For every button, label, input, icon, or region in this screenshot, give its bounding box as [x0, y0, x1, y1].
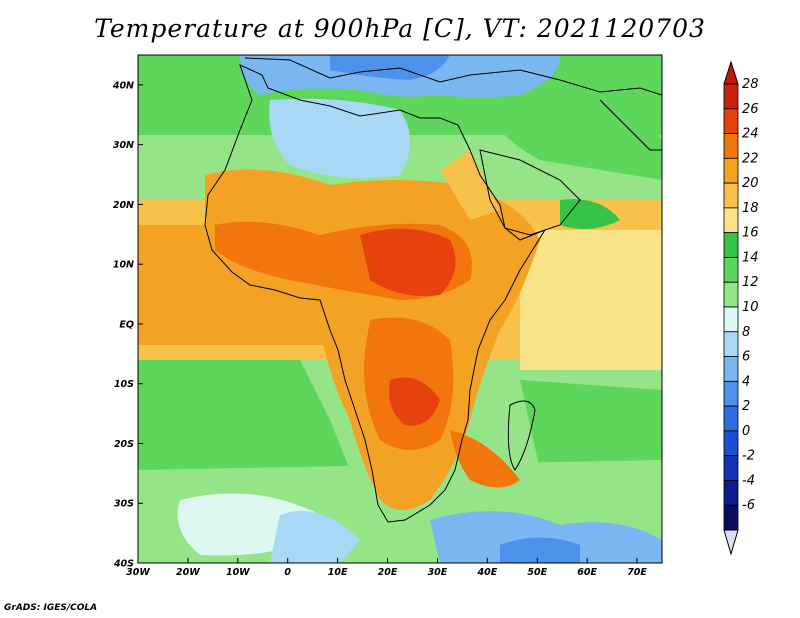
colorbar-label: -6: [742, 498, 755, 513]
middle-east-green: [480, 98, 662, 180]
colorbar-swatch: [723, 380, 739, 407]
zambia-hot-core: [389, 377, 440, 426]
x-tick-label: 30W: [126, 567, 150, 578]
south-atlantic-green: [138, 360, 350, 470]
x-tick-label: 70E: [627, 567, 647, 578]
colorbar-label: 8: [742, 325, 750, 340]
colorbar-label: 16: [742, 226, 759, 241]
colorbar-label: -4: [742, 473, 755, 488]
colorbar-label: 4: [742, 374, 750, 389]
colorbar-swatch: [723, 281, 739, 308]
colorbar-swatch: [723, 207, 739, 234]
y-tick-label: 30N: [113, 140, 134, 151]
madagascar-coastline: [507, 400, 536, 471]
x-tick-label: 0: [284, 567, 291, 578]
y-tick-label: 10S: [114, 379, 134, 390]
mozambique-channel-warm: [450, 430, 520, 488]
colorbar-swatch: [723, 430, 739, 457]
colorbar-under-arrow: [723, 529, 739, 556]
colorbar-label: 2: [742, 399, 750, 414]
y-tick-label: 20S: [114, 439, 134, 450]
y-axis: 40N 30N 20N 10N EQ 10S 20S 30S 40S: [112, 80, 143, 570]
colorbar-swatch: [723, 504, 739, 531]
x-axis: 30W 20W 10W 0 10E 20E 30E 40E 50E 60E 70E: [126, 558, 647, 578]
cold-patch-south: [270, 510, 360, 563]
arabia-coastline: [479, 149, 581, 236]
colorbar-swatch: [723, 257, 739, 283]
colorbar-label: -2: [742, 449, 755, 464]
coastlines: [204, 57, 662, 523]
colorbar-swatch: [723, 232, 739, 258]
colorbar-swatch: [723, 182, 739, 209]
colorbar-label: 28: [742, 77, 759, 92]
europe-coastline: [244, 57, 662, 96]
grads-credit: GrADS: IGES/COLA: [4, 603, 98, 613]
colorbar-label: 0: [742, 424, 750, 439]
colorbar-label: 6: [742, 350, 750, 365]
x-tick-label: 10W: [226, 567, 250, 578]
y-tick-label: EQ: [119, 319, 134, 330]
map-title: Temperature at 900hPa [C], VT: 202112070…: [94, 14, 706, 43]
y-tick-label: 40S: [113, 559, 134, 570]
colorbar-over-arrow: [723, 60, 739, 85]
x-tick-label: 50E: [527, 567, 547, 578]
x-tick-label: 30E: [428, 567, 448, 578]
cold-patch-southeast: [430, 511, 662, 563]
arabian-warm-area: [440, 150, 500, 220]
x-tick-label: 20W: [176, 567, 200, 578]
colorbar-label: 20: [742, 176, 759, 191]
colorbar-swatch: [723, 405, 739, 432]
x-tick-label: 40E: [476, 567, 497, 578]
colorbar-swatch: [723, 480, 739, 506]
colorbar-swatch: [723, 455, 739, 481]
x-tick-label: 60E: [577, 567, 597, 578]
colorbar-swatch: [723, 133, 739, 159]
colorbar-label: 18: [742, 201, 759, 216]
africa-coastline: [204, 64, 547, 523]
y-tick-label: 10N: [113, 260, 134, 271]
colorbar-swatch: [723, 108, 739, 134]
asia-coastline: [599, 99, 662, 151]
temperature-field: [138, 55, 662, 563]
south-indian-green: [520, 380, 662, 470]
colorbar-swatch: [723, 157, 739, 184]
y-tick-label: 40N: [112, 80, 134, 91]
europe-cold-core: [330, 55, 450, 80]
plot-frame: [137, 54, 663, 564]
colorbar-label: 14: [742, 250, 759, 265]
indian-ocean-band: [520, 230, 662, 370]
colorbar-swatch: [723, 306, 739, 333]
colorbar-swatch: [723, 331, 739, 357]
colorbar-label: 26: [742, 102, 759, 117]
sahara-north-cool: [269, 98, 410, 179]
colorbar-swatch: [723, 83, 739, 110]
x-tick-label: 10E: [328, 567, 348, 578]
colorbar-label: 22: [742, 151, 759, 166]
coldest-patch-south: [500, 537, 580, 563]
y-tick-label: 20N: [113, 200, 134, 211]
central-africa-hot-core: [360, 228, 456, 296]
colorbar-label: 12: [742, 275, 759, 290]
colorbar-label: 10: [742, 300, 759, 315]
x-tick-label: 20E: [378, 567, 398, 578]
colorbar-label: 24: [742, 127, 759, 142]
y-tick-label: 30S: [114, 499, 134, 510]
colorbar-swatch: [723, 356, 739, 382]
